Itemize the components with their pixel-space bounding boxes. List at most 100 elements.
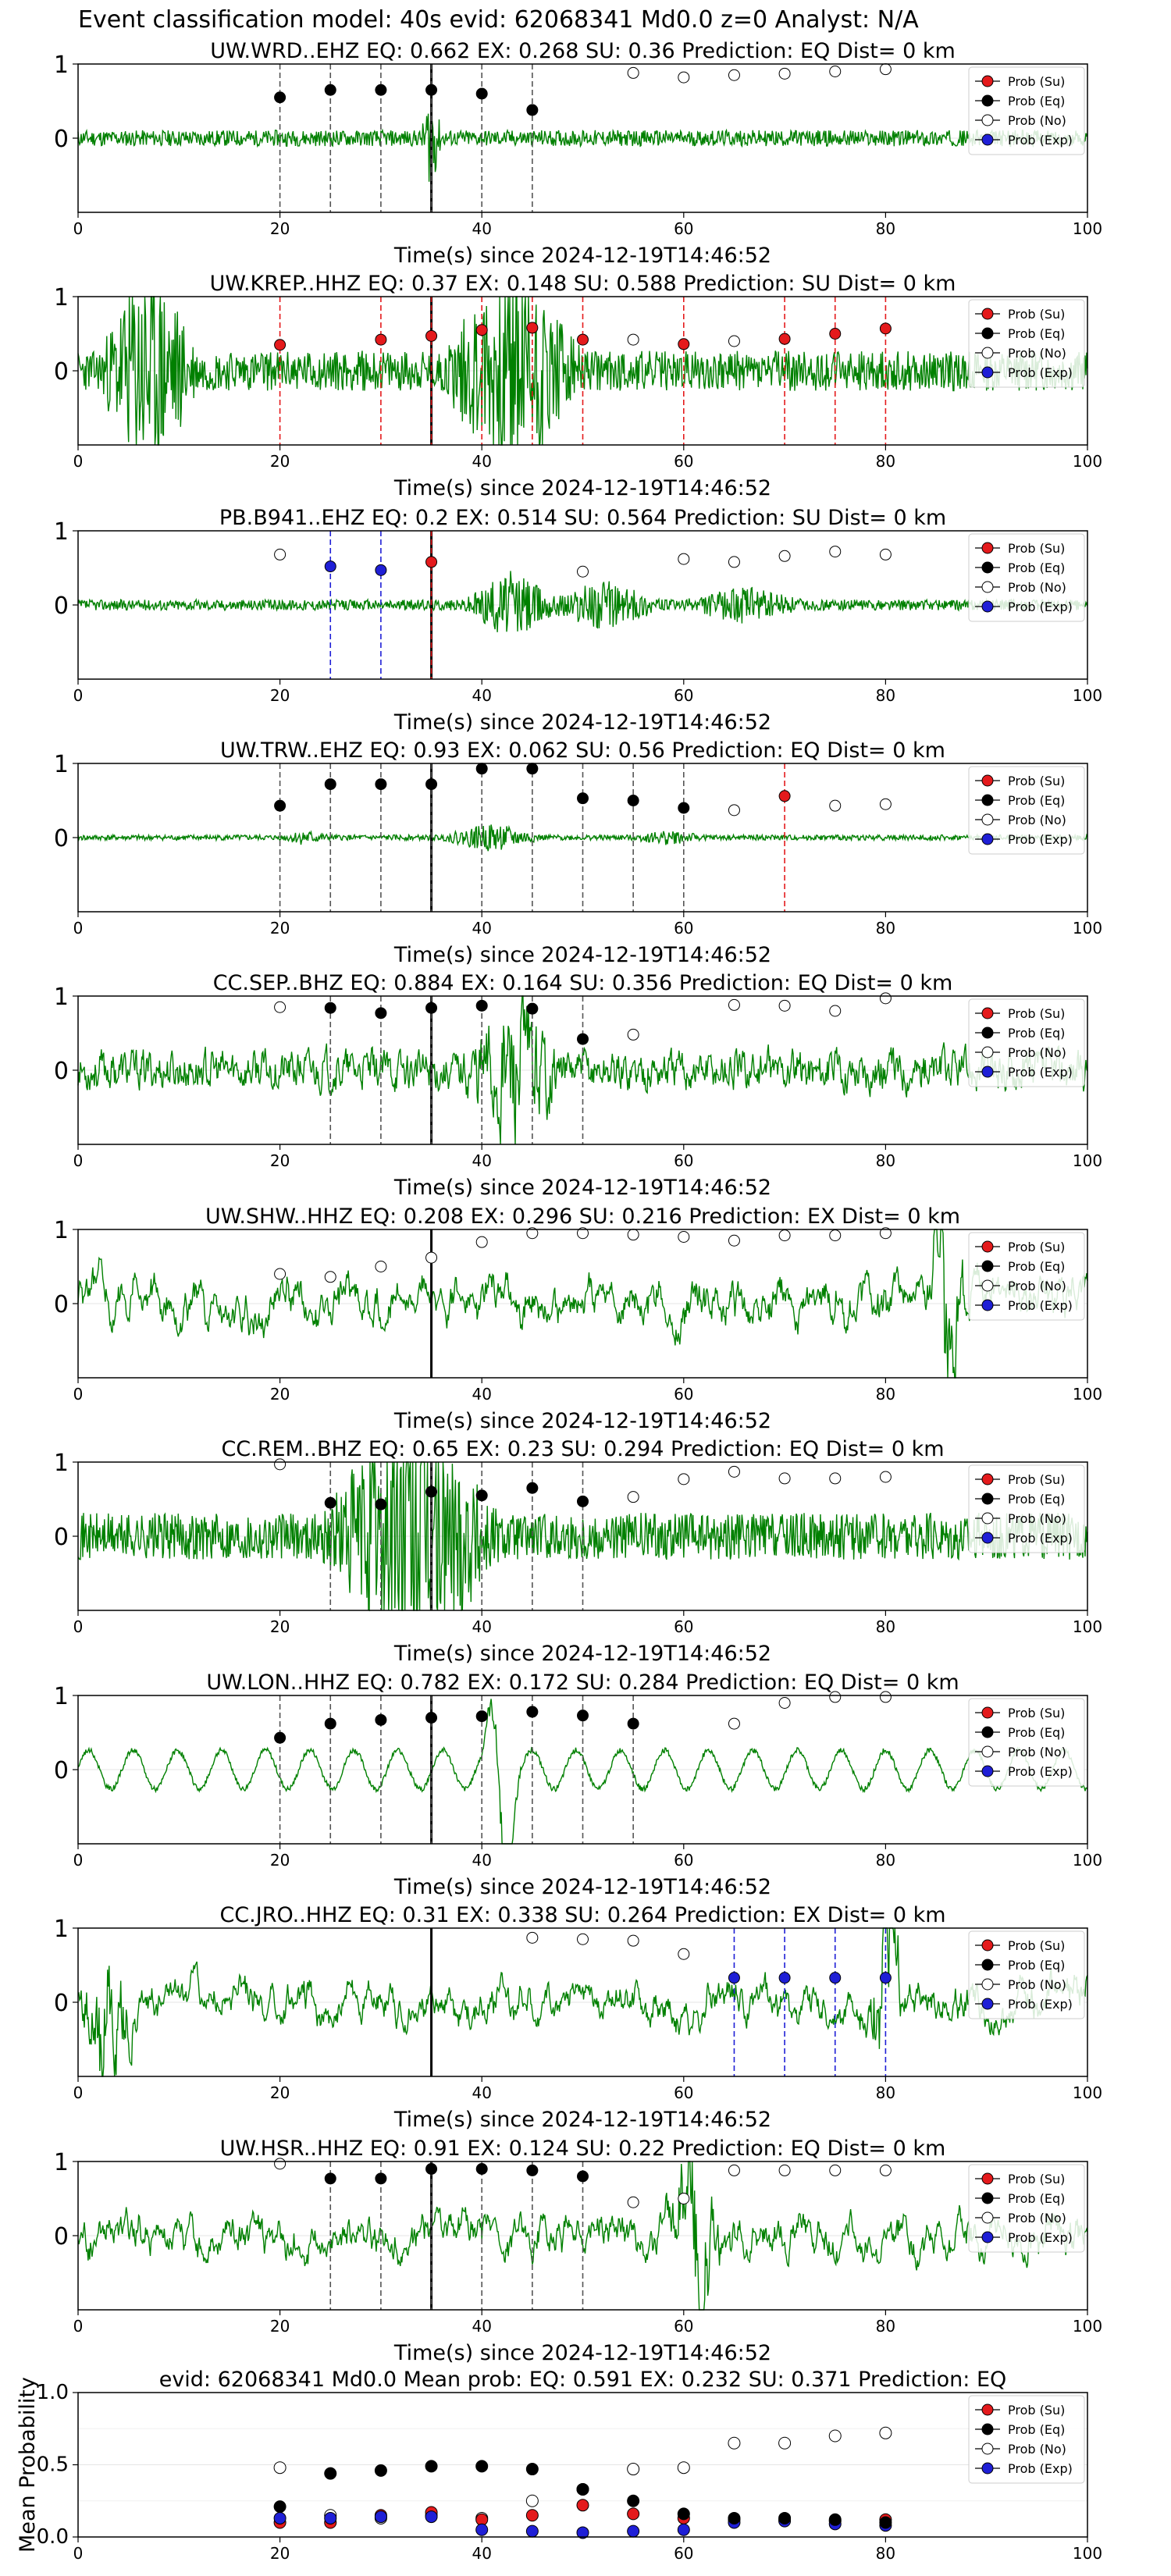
- legend-marker-eq: [981, 2423, 994, 2435]
- prob-point-no: [627, 333, 639, 346]
- legend-marker-eq: [981, 1260, 994, 1272]
- panel-title: evid: 62068341 Md0.0 Mean prob: EQ: 0.59…: [159, 2368, 1007, 2392]
- legend: Prob (Su) Prob (Eq) Prob (No) Prob (Exp): [968, 998, 1085, 1087]
- mean-prob-point-exp: [324, 2511, 337, 2524]
- prob-point-no: [879, 798, 892, 810]
- legend-box: [968, 1232, 1085, 1321]
- chart-panel-10: 0 20 40 60 80 100 0 1 UW.HSR..HHZ EQ: 0.91 EX: 0…: [54, 2137, 1102, 2365]
- prob-point-eq: [627, 1717, 639, 1730]
- legend-marker-exp: [981, 1066, 994, 1078]
- legend-label: Prob (Su): [1008, 1472, 1065, 1487]
- x-axis-label: Time(s) since 2024-12-19T14:46:52: [393, 476, 771, 500]
- legend-marker-exp: [981, 366, 994, 379]
- legend-label: Prob (Su): [1008, 1706, 1065, 1720]
- prob-point-eq: [526, 1706, 539, 1718]
- mean-prob-point-eq: [828, 2513, 842, 2526]
- mean-prob-point-exp: [425, 2510, 438, 2524]
- prob-point-eq: [627, 795, 639, 806]
- x-tick-label: 100: [1073, 1385, 1102, 1404]
- prob-point-no: [879, 1691, 892, 1703]
- legend-marker-su: [981, 1473, 994, 1485]
- prob-point-no: [274, 548, 287, 560]
- prob-point-no: [577, 1227, 589, 1240]
- x-tick-label: 100: [1073, 2083, 1102, 2102]
- prob-point-eq: [425, 2163, 438, 2175]
- y-tick-label: 0: [54, 126, 69, 153]
- legend: Prob (Su) Prob (Eq) Prob (No) Prob (Exp): [968, 766, 1085, 855]
- mean-prob-point-eq: [475, 2460, 489, 2473]
- y-tick-label: 0: [54, 1757, 69, 1784]
- prob-point-no: [879, 1471, 892, 1483]
- y-tick-label: 0: [54, 1058, 69, 1085]
- x-tick-label: 100: [1073, 452, 1102, 471]
- prob-point-eq: [375, 1713, 387, 1726]
- x-tick-label: 0: [73, 2083, 84, 2102]
- legend-marker-su: [981, 75, 994, 87]
- x-tick-label: 0: [73, 1851, 84, 1870]
- legend-marker-exp: [981, 2462, 994, 2475]
- legend-marker-exp: [981, 833, 994, 845]
- y-tick-label: 0.0: [37, 2525, 69, 2549]
- legend-label: Prob (Su): [1008, 541, 1065, 556]
- prob-point-eq: [324, 2172, 336, 2185]
- waveform-trace: [77, 1699, 1088, 1845]
- legend-label: Prob (Su): [1008, 307, 1065, 322]
- x-tick-label: 40: [472, 2544, 491, 2563]
- panel-title: UW.KREP..HHZ EQ: 0.37 EX: 0.148 SU: 0.58…: [210, 272, 956, 296]
- mean-prob-point-eq: [576, 2482, 589, 2496]
- prob-point-no: [829, 1229, 842, 1242]
- legend-label: Prob (Su): [1008, 74, 1065, 89]
- prob-point-eq: [375, 84, 387, 96]
- x-tick-label: 40: [472, 219, 491, 238]
- panel-title: UW.HSR..HHZ EQ: 0.91 EX: 0.124 SU: 0.22 …: [220, 2137, 946, 2161]
- legend-label: Prob (Exp): [1008, 832, 1073, 847]
- prob-point-eq: [425, 1485, 438, 1498]
- x-axis-label: Time(s) since 2024-12-19T14:46:52: [393, 1176, 771, 1200]
- y-tick-label: 0: [54, 1990, 69, 2017]
- legend-label: Prob (Su): [1008, 1240, 1065, 1254]
- x-tick-label: 0: [73, 452, 84, 471]
- prob-point-eq: [577, 1495, 589, 1507]
- x-tick-label: 60: [674, 452, 693, 471]
- legend-box: [968, 2164, 1085, 2253]
- prob-point-no: [728, 1234, 740, 1247]
- figure-title: Event classification model: 40s evid: 62…: [78, 6, 919, 34]
- chart-panel-6: 0 20 40 60 80 100 0 1 UW.SHW..HHZ EQ: 0.208 EX: …: [54, 1204, 1102, 1433]
- prob-point-no: [375, 1261, 387, 1272]
- legend: Prob (Su) Prob (Eq) Prob (No) Prob (Exp): [968, 66, 1085, 155]
- prob-point-no: [879, 2164, 892, 2176]
- x-tick-label: 20: [270, 1151, 290, 1170]
- legend-label: Prob (No): [1008, 2442, 1066, 2457]
- legend-marker-su: [981, 1007, 994, 1019]
- legend-marker-exp: [981, 2231, 994, 2243]
- prob-point-eq: [274, 91, 287, 104]
- mean-prob-point-no: [627, 2463, 640, 2476]
- legend-marker-no: [981, 1978, 994, 1991]
- prob-point-no: [627, 2196, 639, 2208]
- mean-prob-point-su: [627, 2507, 640, 2521]
- mean-prob-point-no: [273, 2461, 287, 2475]
- legend-label: Prob (No): [1008, 1045, 1066, 1060]
- prob-point-no: [627, 1028, 639, 1041]
- x-tick-label: 40: [472, 1385, 491, 1404]
- legend-marker-eq: [981, 1493, 994, 1505]
- legend-label: Prob (Exp): [1008, 1764, 1073, 1779]
- mean-prob-point-no: [879, 2426, 892, 2439]
- y-tick-label: 1: [54, 1916, 69, 1943]
- chart-panel-4: 0 20 40 60 80 100 0 1 UW.TRW..EHZ EQ: 0.93 EX: 0…: [54, 738, 1102, 967]
- prob-point-no: [526, 1227, 539, 1240]
- prob-point-no: [778, 1472, 791, 1485]
- prob-point-no: [678, 1948, 690, 1960]
- prob-point-no: [728, 2164, 740, 2176]
- legend: Prob (Su) Prob (Eq) Prob (No) Prob (Exp): [968, 2164, 1085, 2253]
- y-tick-label: 1: [54, 984, 69, 1011]
- prob-point-no: [678, 1231, 690, 1243]
- waveform-trace: [77, 113, 1088, 182]
- legend-label: Prob (No): [1008, 580, 1066, 595]
- legend-label: Prob (No): [1008, 113, 1066, 128]
- legend-box: [968, 1930, 1085, 2019]
- prob-point-no: [526, 1931, 539, 1944]
- prob-point-eq: [475, 2163, 488, 2175]
- chart-panel-7: 0 20 40 60 80 100 0 1 CC.REM..BHZ EQ: 0.65 EX: 0…: [54, 1437, 1102, 1666]
- mean-prob-point-eq: [879, 2516, 892, 2529]
